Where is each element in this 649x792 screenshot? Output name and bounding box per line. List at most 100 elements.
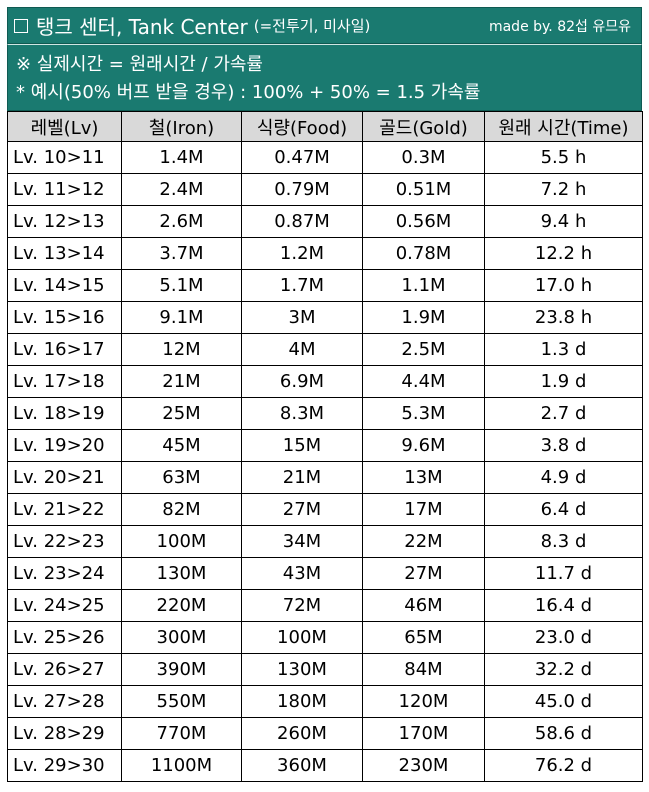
gold-cell: 1.1M: [362, 269, 485, 302]
gold-cell: 84M: [362, 653, 485, 686]
table-row: Lv. 19>20 45M 15M 9.6M 3.8 d: [7, 429, 643, 462]
food-cell: 4M: [241, 333, 363, 366]
iron-cell: 3.7M: [121, 237, 242, 270]
level-cell: Lv. 24>25: [7, 589, 122, 622]
table-row: Lv. 18>19 25M 8.3M 5.3M 2.7 d: [7, 397, 643, 430]
food-cell: 27M: [241, 493, 363, 526]
square-icon: [14, 18, 28, 33]
gold-cell: 46M: [362, 589, 485, 622]
iron-cell: 63M: [121, 461, 242, 494]
level-cell: Lv. 23>24: [7, 557, 122, 590]
iron-cell: 12M: [121, 333, 242, 366]
table-row: Lv. 21>22 82M 27M 17M 6.4 d: [7, 493, 643, 526]
gold-cell: 0.51M: [362, 173, 485, 206]
level-cell: Lv. 21>22: [7, 493, 122, 526]
column-header-food: 식량(Food): [241, 111, 363, 142]
page-title: 탱크 센터, Tank Center: [36, 15, 248, 39]
table-row: Lv. 17>18 21M 6.9M 4.4M 1.9 d: [7, 365, 643, 398]
time-cell: 11.7 d: [484, 557, 643, 590]
time-cell: 23.8 h: [484, 301, 643, 334]
table-row: Lv. 13>14 3.7M 1.2M 0.78M 12.2 h: [7, 237, 643, 270]
food-cell: 0.47M: [241, 141, 363, 174]
level-cell: Lv. 15>16: [7, 301, 122, 334]
level-cell: Lv. 26>27: [7, 653, 122, 686]
time-cell: 1.9 d: [484, 365, 643, 398]
table-row: Lv. 12>13 2.6M 0.87M 0.56M 9.4 h: [7, 205, 643, 238]
iron-cell: 2.4M: [121, 173, 242, 206]
food-cell: 6.9M: [241, 365, 363, 398]
gold-cell: 17M: [362, 493, 485, 526]
time-cell: 9.4 h: [484, 205, 643, 238]
level-cell: Lv. 14>15: [7, 269, 122, 302]
level-cell: Lv. 22>23: [7, 525, 122, 558]
level-cell: Lv. 13>14: [7, 237, 122, 270]
time-cell: 76.2 d: [484, 749, 643, 782]
time-cell: 6.4 d: [484, 493, 643, 526]
table-body: Lv. 10>11 1.4M 0.47M 0.3M 5.5 h Lv. 11>12 2.4M…: [7, 141, 643, 782]
table-header-row: 레벨(Lv) 철(Iron) 식량(Food) 골드(Gold) 원래 시간(T…: [7, 111, 643, 142]
table-row: Lv. 28>29 770M 260M 170M 58.6 d: [7, 717, 643, 750]
level-cell: Lv. 18>19: [7, 397, 122, 430]
column-header-gold: 골드(Gold): [362, 111, 485, 142]
iron-cell: 550M: [121, 685, 242, 718]
iron-cell: 130M: [121, 557, 242, 590]
tank-center-sheet: 탱크 센터, Tank Center (=전투기, 미사일) made by. …: [7, 7, 643, 782]
iron-cell: 2.6M: [121, 205, 242, 238]
food-cell: 130M: [241, 653, 363, 686]
iron-cell: 300M: [121, 621, 242, 654]
table-row: Lv. 26>27 390M 130M 84M 32.2 d: [7, 653, 643, 686]
food-cell: 72M: [241, 589, 363, 622]
iron-cell: 21M: [121, 365, 242, 398]
level-cell: Lv. 19>20: [7, 429, 122, 462]
gold-cell: 0.3M: [362, 141, 485, 174]
level-cell: Lv. 17>18: [7, 365, 122, 398]
time-cell: 17.0 h: [484, 269, 643, 302]
time-cell: 16.4 d: [484, 589, 643, 622]
food-cell: 3M: [241, 301, 363, 334]
title-group: 탱크 센터, Tank Center (=전투기, 미사일): [14, 11, 370, 40]
gold-cell: 0.78M: [362, 237, 485, 270]
gold-cell: 0.56M: [362, 205, 485, 238]
gold-cell: 27M: [362, 557, 485, 590]
table-row: Lv. 20>21 63M 21M 13M 4.9 d: [7, 461, 643, 494]
title-bar: 탱크 센터, Tank Center (=전투기, 미사일) made by. …: [7, 7, 642, 44]
food-cell: 260M: [241, 717, 363, 750]
table-row: Lv. 22>23 100M 34M 22M 8.3 d: [7, 525, 643, 558]
level-cell: Lv. 12>13: [7, 205, 122, 238]
upgrade-cost-table: 레벨(Lv) 철(Iron) 식량(Food) 골드(Gold) 원래 시간(T…: [7, 111, 643, 782]
food-cell: 0.79M: [241, 173, 363, 206]
table-row: Lv. 14>15 5.1M 1.7M 1.1M 17.0 h: [7, 269, 643, 302]
table-row: Lv. 10>11 1.4M 0.47M 0.3M 5.5 h: [7, 141, 643, 174]
gold-cell: 22M: [362, 525, 485, 558]
table-row: Lv. 23>24 130M 43M 27M 11.7 d: [7, 557, 643, 590]
column-header-iron: 철(Iron): [121, 111, 242, 142]
credit-text: made by. 82섭 유므유: [488, 18, 631, 35]
food-cell: 180M: [241, 685, 363, 718]
level-cell: Lv. 20>21: [7, 461, 122, 494]
note-example: * 예시(50% 버프 받을 경우) : 100% + 50% = 1.5 가속…: [16, 82, 481, 103]
time-cell: 58.6 d: [484, 717, 643, 750]
food-cell: 360M: [241, 749, 363, 782]
gold-cell: 5.3M: [362, 397, 485, 430]
note-bar: ※ 실제시간 = 원래시간 / 가속률 * 예시(50% 버프 받을 경우) :…: [7, 44, 642, 111]
level-cell: Lv. 29>30: [7, 749, 122, 782]
iron-cell: 770M: [121, 717, 242, 750]
table-row: Lv. 16>17 12M 4M 2.5M 1.3 d: [7, 333, 643, 366]
gold-cell: 120M: [362, 685, 485, 718]
gold-cell: 230M: [362, 749, 485, 782]
iron-cell: 1100M: [121, 749, 242, 782]
food-cell: 1.2M: [241, 237, 363, 270]
level-cell: Lv. 27>28: [7, 685, 122, 718]
food-cell: 15M: [241, 429, 363, 462]
time-cell: 5.5 h: [484, 141, 643, 174]
table-row: Lv. 15>16 9.1M 3M 1.9M 23.8 h: [7, 301, 643, 334]
food-cell: 34M: [241, 525, 363, 558]
level-cell: Lv. 25>26: [7, 621, 122, 654]
gold-cell: 170M: [362, 717, 485, 750]
gold-cell: 2.5M: [362, 333, 485, 366]
time-cell: 2.7 d: [484, 397, 643, 430]
iron-cell: 82M: [121, 493, 242, 526]
time-cell: 1.3 d: [484, 333, 643, 366]
iron-cell: 100M: [121, 525, 242, 558]
time-cell: 45.0 d: [484, 685, 643, 718]
